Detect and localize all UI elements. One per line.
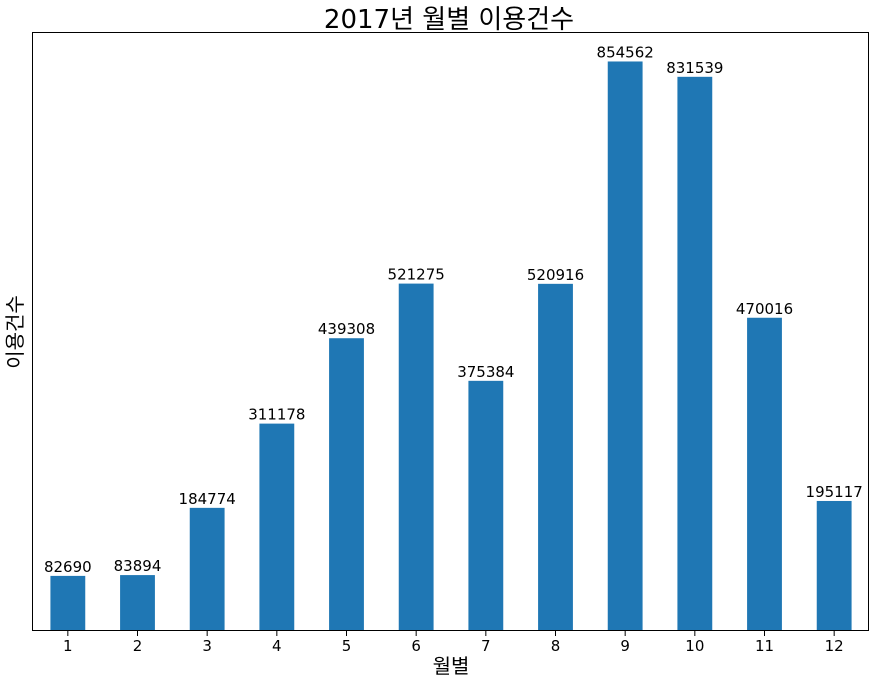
data-label-10: 831539: [666, 59, 723, 77]
data-label-1: 82690: [44, 558, 92, 576]
data-label-4: 311178: [248, 406, 305, 424]
data-labels-group: 82690 83894 184774 311178 439308 521275 375384…: [44, 43, 863, 575]
x-tick-label-5: 5: [342, 637, 352, 655]
data-label-3: 184774: [179, 490, 236, 508]
bar-7: [468, 380, 504, 631]
x-tick-label-12: 12: [825, 637, 844, 655]
x-tick-label-3: 3: [202, 637, 212, 655]
x-tick-label-6: 6: [411, 637, 421, 655]
data-label-7: 375384: [457, 363, 514, 381]
data-label-9: 854562: [597, 43, 654, 61]
data-label-12: 195117: [806, 483, 863, 501]
plot-frame: [32, 32, 869, 631]
data-label-5: 439308: [318, 320, 375, 338]
bar-6: [398, 283, 434, 631]
bar-11: [747, 317, 782, 631]
bar-4: [259, 423, 295, 631]
bars-group: [50, 61, 852, 632]
bar-8: [538, 283, 573, 631]
x-tick-label-2: 2: [133, 637, 143, 655]
x-tick-label-9: 9: [620, 637, 630, 655]
bar-10: [677, 76, 713, 632]
data-label-11: 470016: [736, 300, 793, 318]
data-label-2: 83894: [114, 557, 162, 575]
bar-9: [607, 61, 643, 631]
bar-1: [50, 575, 86, 631]
bar-2: [120, 575, 155, 631]
x-tick-label-11: 11: [755, 637, 774, 655]
bar-12: [816, 500, 852, 631]
x-tick-label-4: 4: [272, 637, 282, 655]
data-label-6: 521275: [388, 266, 445, 284]
chart-title: 2017년 월별 이용건수: [324, 5, 574, 35]
bar-5: [329, 338, 364, 631]
x-tick-label-8: 8: [551, 637, 561, 655]
bar-3: [189, 507, 225, 631]
x-axis-label: 월별: [433, 654, 470, 678]
x-tick-label-1: 1: [63, 637, 73, 655]
y-axis-label: 이용건수: [3, 295, 27, 369]
x-tick-label-7: 7: [481, 637, 491, 655]
x-axis-ticks: 1 2 3 4 5 6 7 8 9 10 11 12: [63, 631, 844, 655]
data-label-8: 520916: [527, 266, 584, 284]
x-tick-label-10: 10: [685, 637, 704, 655]
